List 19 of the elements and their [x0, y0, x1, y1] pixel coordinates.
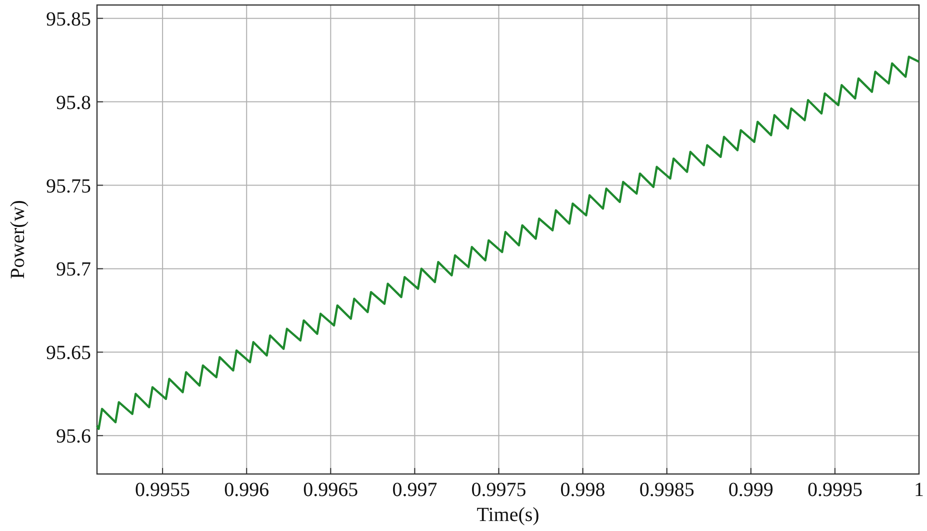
x-axis-title: Time(s): [476, 504, 540, 526]
line-series: [96, 56, 920, 430]
x-tick-label: 0.997: [392, 479, 438, 501]
x-tick-label: 0.999: [728, 479, 774, 501]
y-axis-title: Power(w): [7, 200, 29, 279]
x-tick-label: 0.998: [560, 479, 606, 501]
y-tick-label: 95.65: [46, 342, 91, 364]
y-tick-label: 95.7: [56, 258, 91, 281]
x-tick-label: 0.9985: [639, 479, 694, 501]
x-tick-label: 0.9975: [471, 479, 526, 501]
x-tick-label: 0.9955: [135, 479, 190, 501]
x-tick-label: 0.9995: [807, 479, 862, 501]
y-tick-label: 95.8: [56, 92, 91, 114]
x-tick-label: 0.996: [224, 479, 270, 501]
y-tick-label: 95.75: [46, 175, 91, 198]
x-tick-label: 0.9965: [303, 479, 358, 501]
y-tick-label: 95.6: [56, 426, 91, 448]
x-tick-label: 1: [914, 479, 924, 501]
y-tick-label: 95.85: [46, 8, 91, 30]
